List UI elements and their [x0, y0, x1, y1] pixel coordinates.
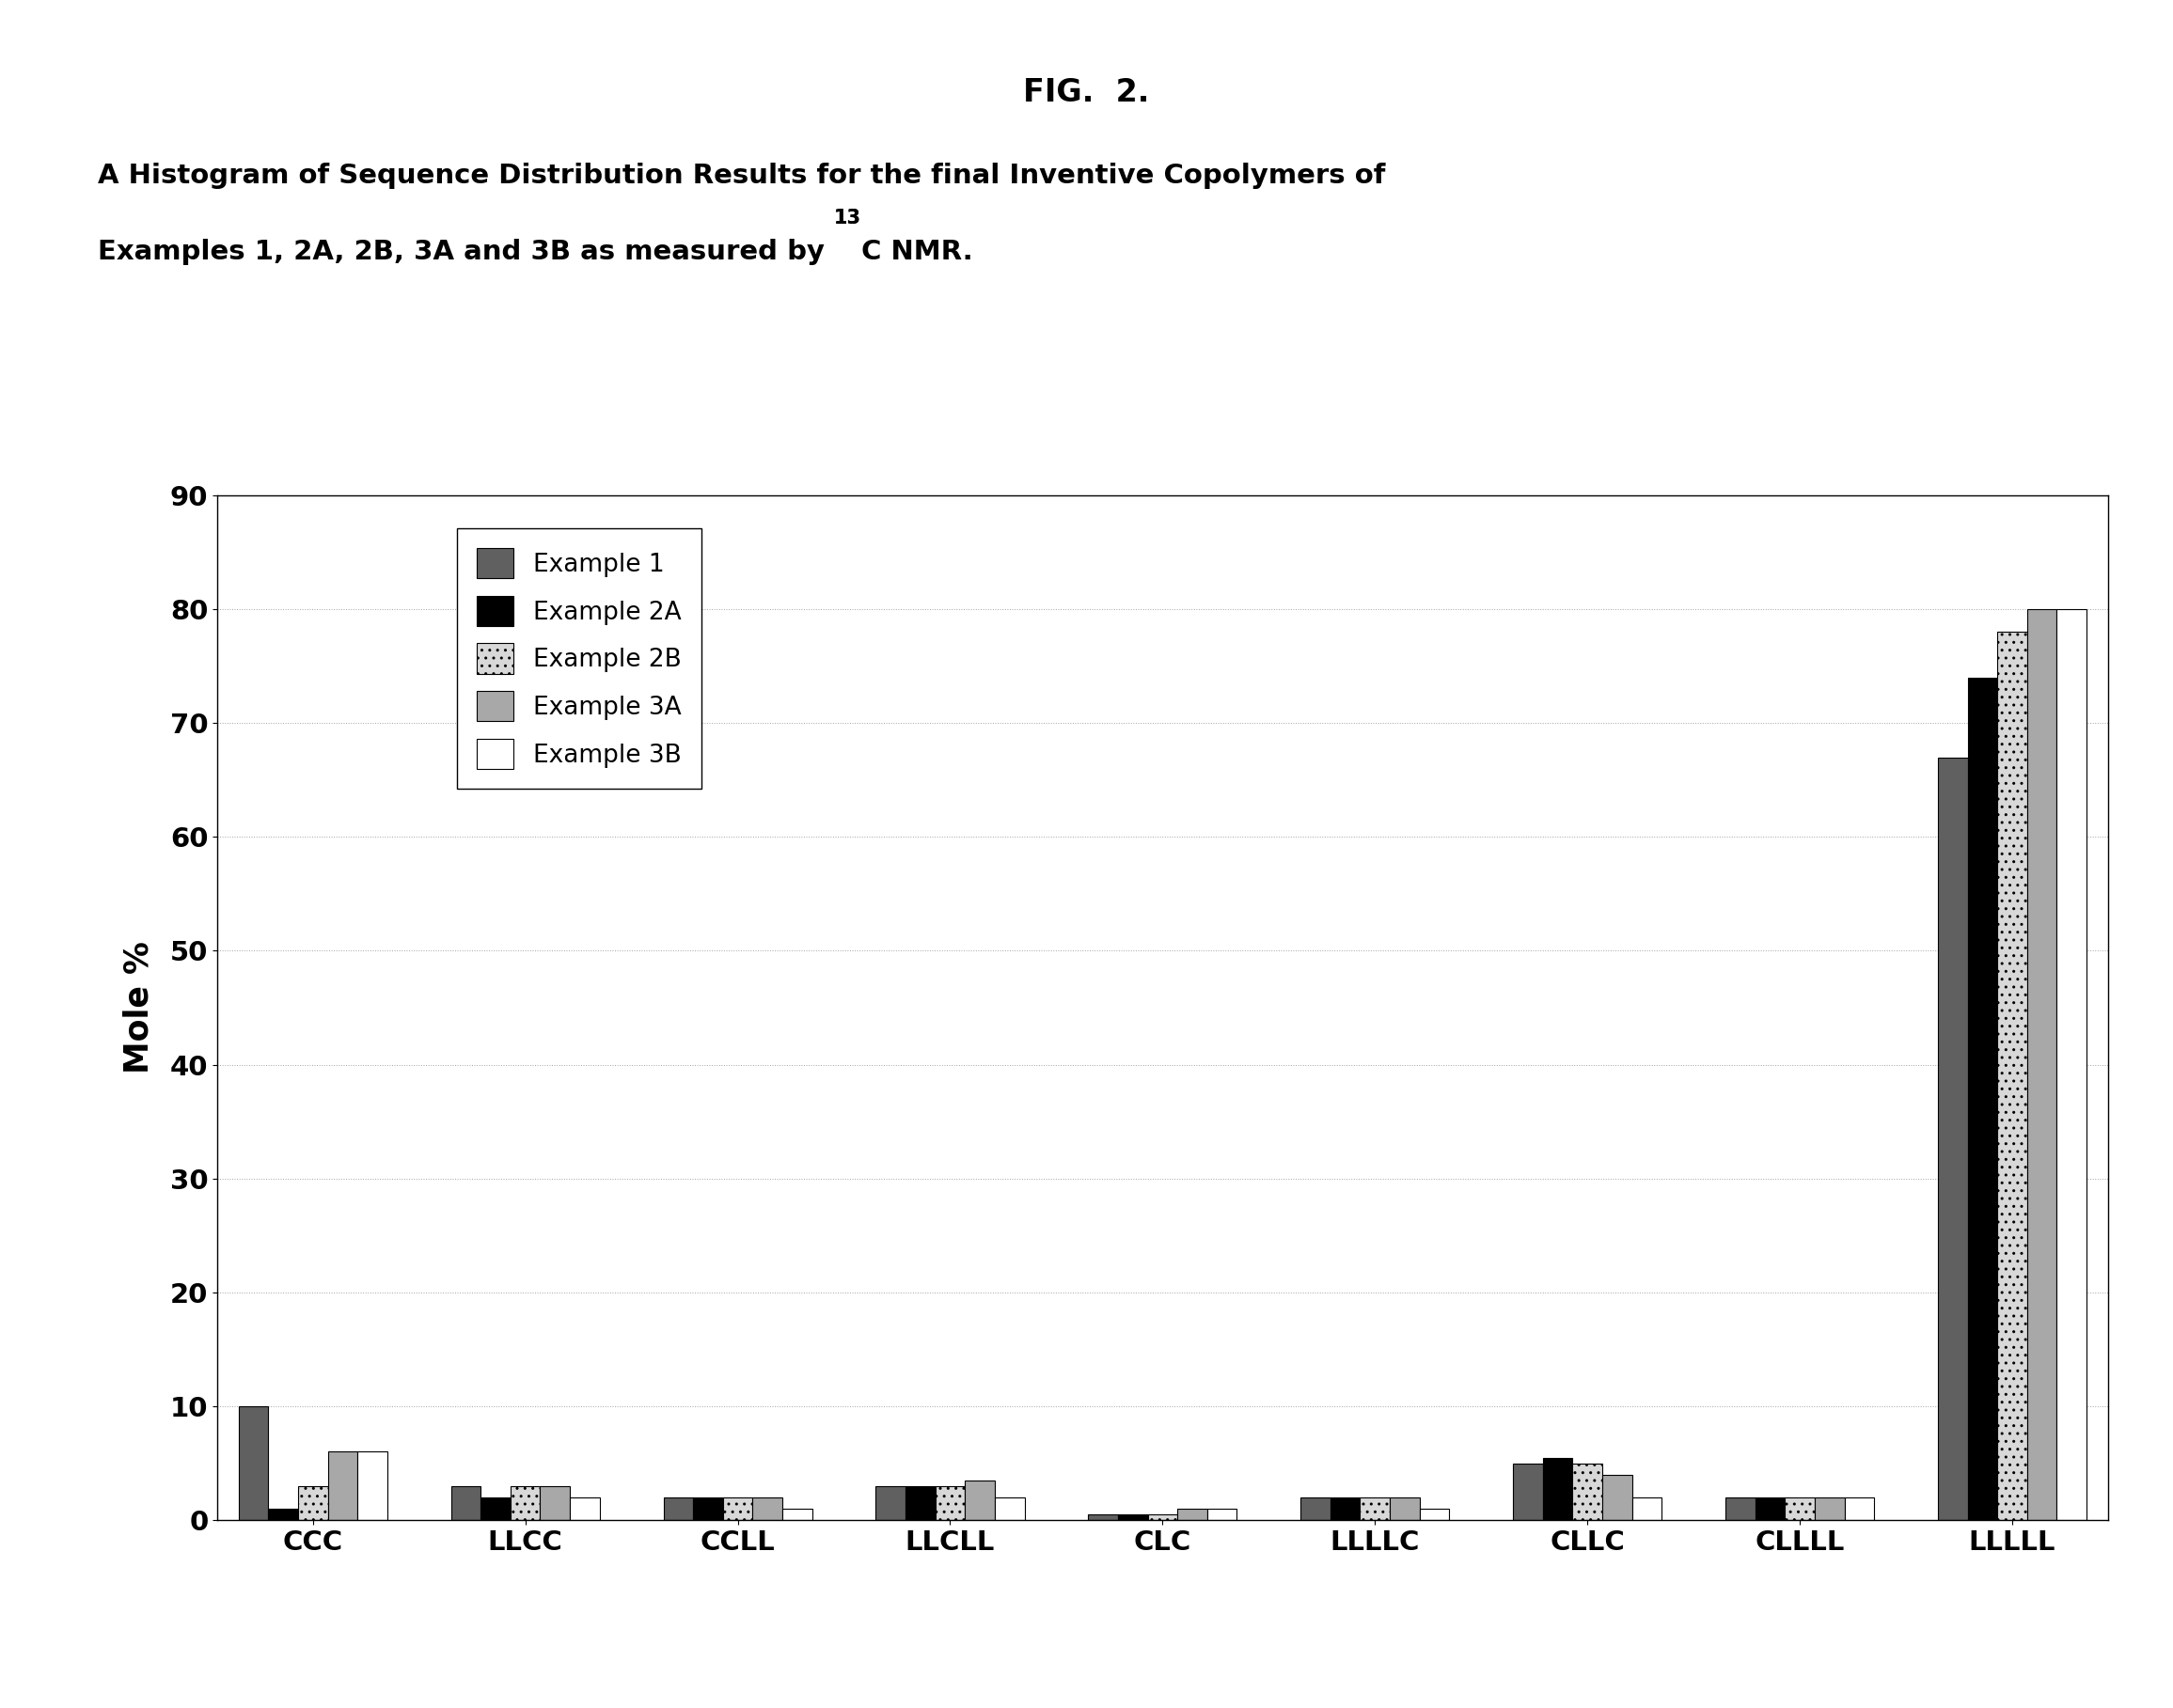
Bar: [693, 1498, 724, 1520]
Bar: [782, 1508, 813, 1520]
Bar: [1178, 1508, 1208, 1520]
Bar: [1814, 1498, 1845, 1520]
Bar: [995, 1498, 1023, 1520]
Bar: [1725, 1498, 1756, 1520]
Bar: [1967, 678, 1997, 1520]
Bar: [1089, 1515, 1117, 1520]
Text: C NMR.: C NMR.: [861, 239, 974, 265]
Y-axis label: Mole %: Mole %: [122, 941, 154, 1074]
Bar: [1756, 1498, 1784, 1520]
Bar: [965, 1481, 995, 1520]
Text: 13: 13: [834, 208, 861, 227]
Bar: [1147, 1515, 1178, 1520]
Bar: [1302, 1498, 1330, 1520]
Bar: [1632, 1498, 1662, 1520]
Bar: [1573, 1464, 1602, 1520]
Bar: [541, 1486, 569, 1520]
Legend: Example 1, Example 2A, Example 2B, Example 3A, Example 3B: Example 1, Example 2A, Example 2B, Examp…: [456, 528, 702, 789]
Bar: [359, 1452, 387, 1520]
Bar: [2058, 610, 2086, 1520]
Bar: [239, 1406, 267, 1520]
Bar: [267, 1508, 298, 1520]
Bar: [724, 1498, 752, 1520]
Bar: [480, 1498, 511, 1520]
Bar: [1512, 1464, 1543, 1520]
Bar: [1391, 1498, 1419, 1520]
Bar: [1419, 1508, 1449, 1520]
Bar: [752, 1498, 782, 1520]
Bar: [934, 1486, 965, 1520]
Bar: [876, 1486, 906, 1520]
Bar: [1208, 1508, 1236, 1520]
Bar: [1938, 757, 1967, 1520]
Text: A Histogram of Sequence Distribution Results for the final Inventive Copolymers : A Histogram of Sequence Distribution Res…: [98, 162, 1386, 188]
Bar: [2027, 610, 2058, 1520]
Bar: [1997, 632, 2027, 1520]
Bar: [1845, 1498, 1873, 1520]
Bar: [1117, 1515, 1147, 1520]
Bar: [298, 1486, 328, 1520]
Bar: [1784, 1498, 1814, 1520]
Text: Examples 1, 2A, 2B, 3A and 3B as measured by: Examples 1, 2A, 2B, 3A and 3B as measure…: [98, 239, 834, 265]
Bar: [511, 1486, 541, 1520]
Bar: [1543, 1457, 1573, 1520]
Text: FIG.  2.: FIG. 2.: [1023, 77, 1150, 108]
Bar: [906, 1486, 934, 1520]
Bar: [452, 1486, 480, 1520]
Bar: [1330, 1498, 1360, 1520]
Bar: [1602, 1474, 1632, 1520]
Text: 13: 13: [834, 208, 861, 227]
Bar: [663, 1498, 693, 1520]
Bar: [328, 1452, 359, 1520]
Bar: [1360, 1498, 1391, 1520]
Bar: [569, 1498, 600, 1520]
